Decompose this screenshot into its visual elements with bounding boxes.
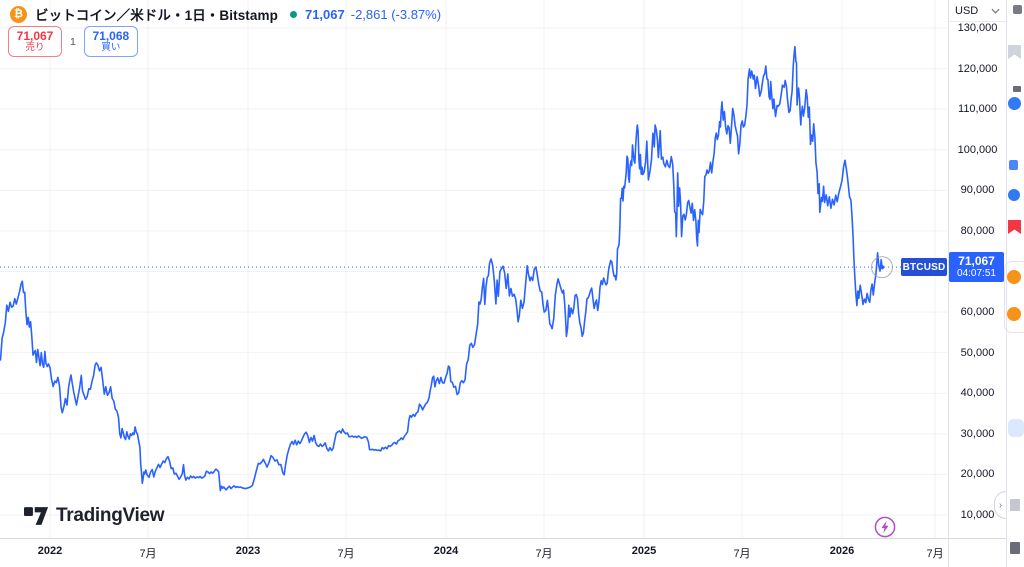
symbol-header: ₿ ビットコイン／米ドル・1日・Bitstamp 71,067 -2,861 (…	[10, 4, 441, 24]
market-open-dot-icon	[289, 10, 297, 18]
price-tick-label: 60,000	[960, 306, 995, 319]
sell-button[interactable]: 71,067 売り	[8, 26, 62, 57]
panel-icon-fragment[interactable]	[1007, 307, 1021, 321]
panel-icon-fragment[interactable]	[1008, 45, 1021, 59]
tradingview-logo[interactable]: TradingView	[24, 505, 165, 527]
symbol-price-tag: BTCUSD	[901, 258, 947, 277]
tradingview-logo-icon	[24, 507, 49, 525]
price-change: -2,861 (-3.87%)	[350, 6, 442, 22]
price-tick-label: 110,000	[958, 103, 997, 116]
price-tick-label: 120,000	[957, 62, 998, 75]
chevron-down-icon	[991, 8, 1000, 14]
symbol-title[interactable]: ビットコイン／米ドル・1日・Bitstamp	[35, 8, 278, 23]
time-tick-label: 7月	[139, 548, 157, 560]
panel-icon-fragment[interactable]	[1010, 499, 1020, 511]
panel-icon-fragment[interactable]	[1008, 189, 1020, 201]
panel-icon-fragment[interactable]	[1013, 86, 1021, 92]
symbol-tag-text: BTCUSD	[902, 261, 946, 273]
bar-countdown: 04:07:51	[957, 268, 996, 280]
time-tick-label: 7月	[337, 548, 355, 560]
buy-button[interactable]: 71,068 買い	[83, 26, 138, 57]
price-tick-label: 100,000	[957, 143, 998, 156]
price-tick-label: 80,000	[960, 224, 995, 237]
panel-icon-fragment[interactable]	[1008, 220, 1021, 234]
lightning-trade-icon[interactable]	[874, 516, 896, 538]
btcusd-price-line	[0, 45, 883, 492]
price-tick-label: 10,000	[960, 509, 995, 521]
axis-separator	[948, 539, 949, 567]
panel-icon-fragment[interactable]	[1004, 261, 1024, 333]
time-tick-label: 2025	[631, 545, 657, 557]
panel-icon-fragment[interactable]	[1013, 5, 1022, 14]
price-tick-label: 130,000	[957, 22, 998, 34]
tradingview-logo-text: TradingView	[56, 505, 165, 526]
price-tick-label: 90,000	[960, 184, 995, 197]
price-line-chart[interactable]	[0, 0, 948, 538]
currency-label: USD	[955, 4, 979, 17]
panel-icon-fragment[interactable]	[1010, 542, 1020, 554]
last-point-dot	[879, 264, 885, 270]
price-tick-label: 20,000	[960, 468, 995, 481]
time-tick-label: 2024	[433, 545, 459, 557]
bitcoin-glyph: ₿	[14, 7, 23, 20]
quote-values: 71,067 -2,861 (-3.87%)	[305, 7, 441, 22]
sell-price: 71,067	[16, 29, 54, 44]
buy-sell-panel: 71,067 売り 1 71,068 買い	[8, 26, 138, 57]
price-tick-label: 30,000	[960, 427, 995, 440]
time-scale[interactable]: 2022 7月 2023 7月 2024 7月 2025 7月 2026 7月	[0, 538, 1024, 567]
spread-value: 1	[70, 35, 76, 48]
time-tick-label: 2026	[829, 545, 855, 557]
time-tick-label: 7月	[733, 548, 751, 560]
buy-price: 71,068	[92, 29, 130, 44]
buy-label: 買い	[101, 41, 121, 53]
price-tick-label: 40,000	[960, 387, 995, 400]
time-tick-label: 7月	[535, 548, 553, 560]
last-price-label: 71,067 04:07:51	[949, 252, 1004, 283]
time-tick-label: 7月	[926, 548, 944, 560]
time-tick-label: 2022	[37, 545, 63, 557]
currency-selector[interactable]: USD	[949, 0, 1006, 22]
panel-icon-fragment[interactable]	[1008, 419, 1024, 437]
last-price-value: 71,067	[958, 253, 995, 268]
sell-label: 売り	[25, 41, 45, 53]
last-point-halo	[870, 256, 893, 279]
panel-icon-fragment[interactable]	[1008, 97, 1021, 110]
price-tick-label: 50,000	[960, 346, 995, 359]
panel-icon-fragment[interactable]	[1009, 160, 1018, 170]
panel-icon-fragment[interactable]	[1007, 270, 1021, 284]
bitcoin-icon: ₿	[10, 5, 27, 23]
time-tick-label: 2023	[235, 545, 261, 557]
last-price: 71,067	[304, 6, 345, 22]
